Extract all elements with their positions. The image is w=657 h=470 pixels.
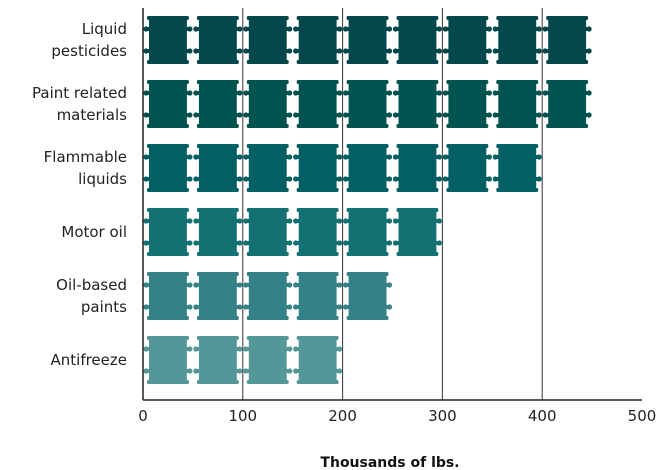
barrel-icon [193, 80, 243, 128]
barrel-icon [392, 80, 442, 128]
barrel-icon [243, 144, 293, 192]
x-tick-label: 300 [428, 407, 457, 425]
x-tick-label: 500 [628, 407, 657, 425]
barrel-icon [442, 16, 492, 64]
barrel-icon [243, 272, 293, 320]
barrel-icon [143, 144, 193, 192]
x-tick-label: 0 [138, 407, 148, 425]
barrel-icon [293, 208, 343, 256]
x-axis-title: Thousands of lbs. [320, 455, 459, 470]
barrel-icon [492, 16, 542, 64]
category-label: Motor oil [61, 223, 127, 241]
barrel-icon [293, 336, 343, 384]
barrel-icon [193, 144, 243, 192]
barrel-icon [343, 80, 393, 128]
barrel-icon [343, 16, 393, 64]
x-tick-label: 100 [228, 407, 257, 425]
category-label: Liquid [82, 20, 127, 38]
barrel-icon [442, 80, 492, 128]
x-axis: 0 100 200 300 400 500 [138, 8, 656, 425]
barrel-icon [143, 336, 193, 384]
barrel-icon [193, 208, 243, 256]
barrel-icon [293, 80, 343, 128]
category-label: Paint related [32, 84, 127, 102]
barrel-icon [193, 336, 243, 384]
bar [143, 208, 442, 256]
barrel-icon [243, 16, 293, 64]
barrel-icon [243, 336, 293, 384]
barrel-icon [392, 144, 442, 192]
barrel-icon [293, 144, 343, 192]
category-label: Oil-based [56, 276, 127, 294]
barrel-icon [492, 80, 542, 128]
x-tick-label: 200 [328, 407, 357, 425]
barrel-icon [243, 208, 293, 256]
gridlines [242, 8, 543, 400]
barrel-icon [542, 80, 592, 128]
barrel-icon [343, 144, 393, 192]
barrel-icon [243, 80, 293, 128]
barrel-icon [293, 272, 343, 320]
bar [143, 16, 592, 64]
x-tick-label: 400 [528, 407, 557, 425]
bar [143, 272, 393, 320]
barrel-icon [343, 272, 393, 320]
barrel-icon [143, 272, 193, 320]
barrel-icon [392, 16, 442, 64]
barrel-icon [143, 16, 193, 64]
category-label: Antifreeze [51, 351, 128, 369]
category-labels: Liquid pesticides Paint related materials Fl… [32, 20, 127, 369]
category-label: paints [81, 298, 127, 316]
category-label: pesticides [51, 42, 127, 60]
barrel-icon [492, 144, 542, 192]
barrel-icon [542, 16, 592, 64]
barrel-icon [143, 208, 193, 256]
category-label: Flammable [44, 148, 127, 166]
barrel-icon [193, 272, 243, 320]
barrel-icon [343, 208, 393, 256]
barrel-icon [293, 16, 343, 64]
bar [143, 144, 542, 192]
barrel-icon [193, 16, 243, 64]
barrel-rows [143, 16, 592, 384]
bar [143, 336, 343, 384]
category-label: liquids [78, 170, 127, 188]
barrel-icon [392, 208, 442, 256]
bar [143, 80, 592, 128]
category-label: materials [57, 106, 128, 124]
barrel-icon [442, 144, 492, 192]
barrel-icon [143, 80, 193, 128]
